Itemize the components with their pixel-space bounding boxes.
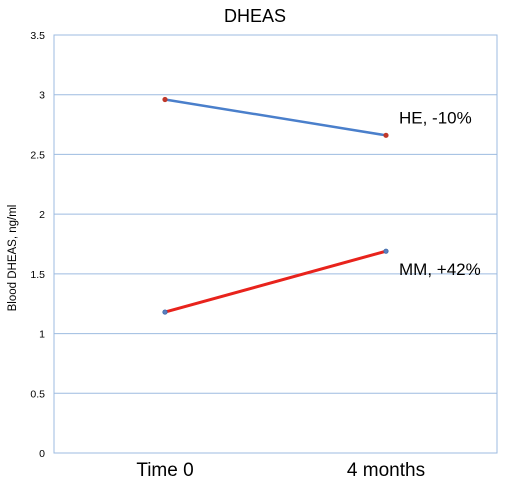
series-annotation: HE, -10% (399, 108, 472, 127)
y-tick-label: 0.5 (30, 388, 45, 400)
data-point (162, 309, 168, 315)
series-line (164, 98, 387, 137)
x-tick-label: 4 months (347, 460, 425, 481)
series-line (164, 249, 387, 314)
chart-title: DHEAS (223, 6, 286, 26)
y-tick-label: 3 (39, 90, 45, 102)
x-tick-label: Time 0 (136, 460, 193, 481)
y-tick-label: 1.5 (30, 269, 45, 281)
y-tick-label: 2.5 (30, 149, 45, 161)
plot-area (53, 34, 498, 454)
y-tick-label: 0 (39, 448, 45, 460)
y-tick-label: 1 (39, 329, 45, 341)
series-annotation: MM, +42% (399, 260, 481, 279)
data-point (162, 96, 168, 103)
y-tick-label: 3.5 (30, 30, 45, 42)
data-point (383, 248, 389, 254)
y-tick-label: 2 (39, 209, 45, 221)
data-point (383, 132, 389, 138)
